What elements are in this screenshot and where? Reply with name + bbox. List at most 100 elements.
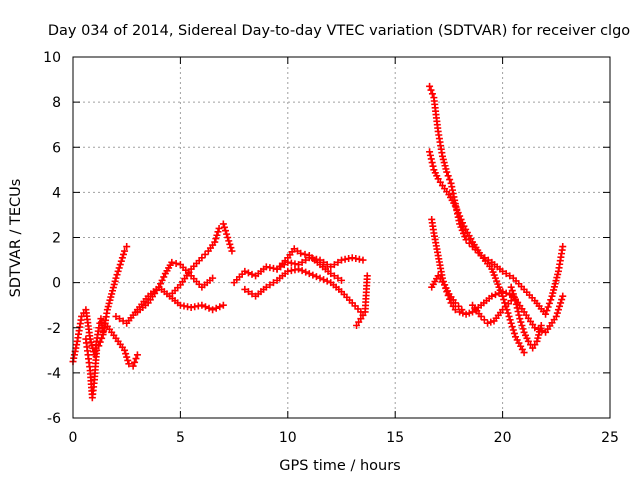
series-arc-q (507, 283, 545, 352)
series-arc-j (273, 245, 345, 284)
data-point (428, 90, 436, 98)
data-point (241, 285, 249, 293)
x-tick-label: 25 (601, 430, 619, 446)
data-point (334, 258, 342, 266)
x-tick-label: 5 (176, 430, 185, 446)
y-tick-label: -6 (47, 411, 61, 427)
data-point (536, 328, 544, 336)
data-point (211, 238, 219, 246)
data-point (95, 342, 103, 350)
data-point (554, 306, 562, 314)
data-point (500, 296, 508, 304)
data-point (543, 307, 551, 315)
data-points (69, 82, 567, 402)
data-point (535, 331, 543, 339)
data-point (533, 337, 541, 345)
data-point (531, 324, 539, 332)
data-point (226, 240, 234, 248)
data-point (131, 358, 139, 366)
data-point (547, 296, 555, 304)
y-tick-label: 8 (52, 95, 61, 111)
data-point (215, 224, 223, 232)
data-point (105, 299, 113, 307)
data-point (168, 258, 176, 266)
data-point (117, 257, 125, 265)
data-point (212, 304, 220, 312)
data-point (519, 325, 527, 333)
data-point (510, 293, 518, 301)
data-point (124, 356, 132, 364)
data-point (214, 228, 222, 236)
data-point (198, 254, 206, 262)
data-point (451, 202, 459, 210)
data-point (334, 274, 342, 282)
data-point (442, 165, 450, 173)
series-arc-o (428, 272, 466, 314)
data-point (125, 360, 133, 368)
data-point (172, 259, 180, 267)
data-point (439, 155, 447, 163)
data-point (157, 280, 165, 288)
data-point (228, 247, 236, 255)
data-point (505, 312, 513, 320)
data-point (112, 274, 120, 282)
y-tick-label: 6 (52, 140, 61, 156)
data-point (222, 227, 230, 235)
data-point (305, 270, 313, 278)
data-point (454, 209, 462, 217)
y-tick-label: 0 (52, 276, 61, 292)
data-point (297, 249, 305, 257)
data-point (121, 346, 129, 354)
data-point (488, 292, 496, 300)
data-point (129, 362, 137, 370)
data-point (110, 280, 118, 288)
x-tick-label: 0 (69, 430, 78, 446)
data-point (552, 312, 560, 320)
data-point (458, 306, 466, 314)
data-point (320, 276, 328, 284)
y-tick-label: 4 (52, 185, 61, 201)
data-point (301, 250, 309, 258)
y-axis-label: SDTVAR / TECUs (8, 179, 24, 298)
data-point (123, 353, 131, 361)
data-point (507, 319, 515, 327)
data-point (295, 265, 303, 273)
data-point (225, 237, 233, 245)
data-point (426, 148, 434, 156)
data-point (104, 303, 112, 311)
data-point (323, 277, 331, 285)
data-point (429, 162, 437, 170)
data-point (499, 267, 507, 275)
data-point (512, 300, 520, 308)
data-point (465, 309, 473, 317)
data-point (458, 226, 466, 234)
data-point (205, 304, 213, 312)
data-point (363, 272, 371, 280)
data-point (509, 326, 517, 334)
data-point (459, 219, 467, 227)
data-point (515, 311, 523, 319)
x-axis-label: GPS time / hours (279, 458, 400, 474)
data-point (201, 303, 209, 311)
data-point (213, 231, 221, 239)
data-point (241, 267, 249, 275)
data-point (98, 334, 106, 342)
data-point (443, 168, 451, 176)
series-arc-d (101, 319, 141, 370)
data-point (248, 270, 256, 278)
series-arc-p (469, 297, 515, 327)
data-point (462, 236, 470, 244)
data-point (312, 273, 320, 281)
data-point (558, 296, 566, 304)
data-point (266, 281, 274, 289)
data-point (219, 301, 227, 309)
data-point (209, 306, 217, 314)
data-point (514, 308, 522, 316)
data-point (507, 283, 515, 291)
data-point (536, 325, 544, 333)
data-point (462, 310, 470, 318)
data-point (323, 261, 331, 269)
data-point (440, 159, 448, 167)
data-point (461, 233, 469, 241)
data-point (330, 272, 338, 280)
